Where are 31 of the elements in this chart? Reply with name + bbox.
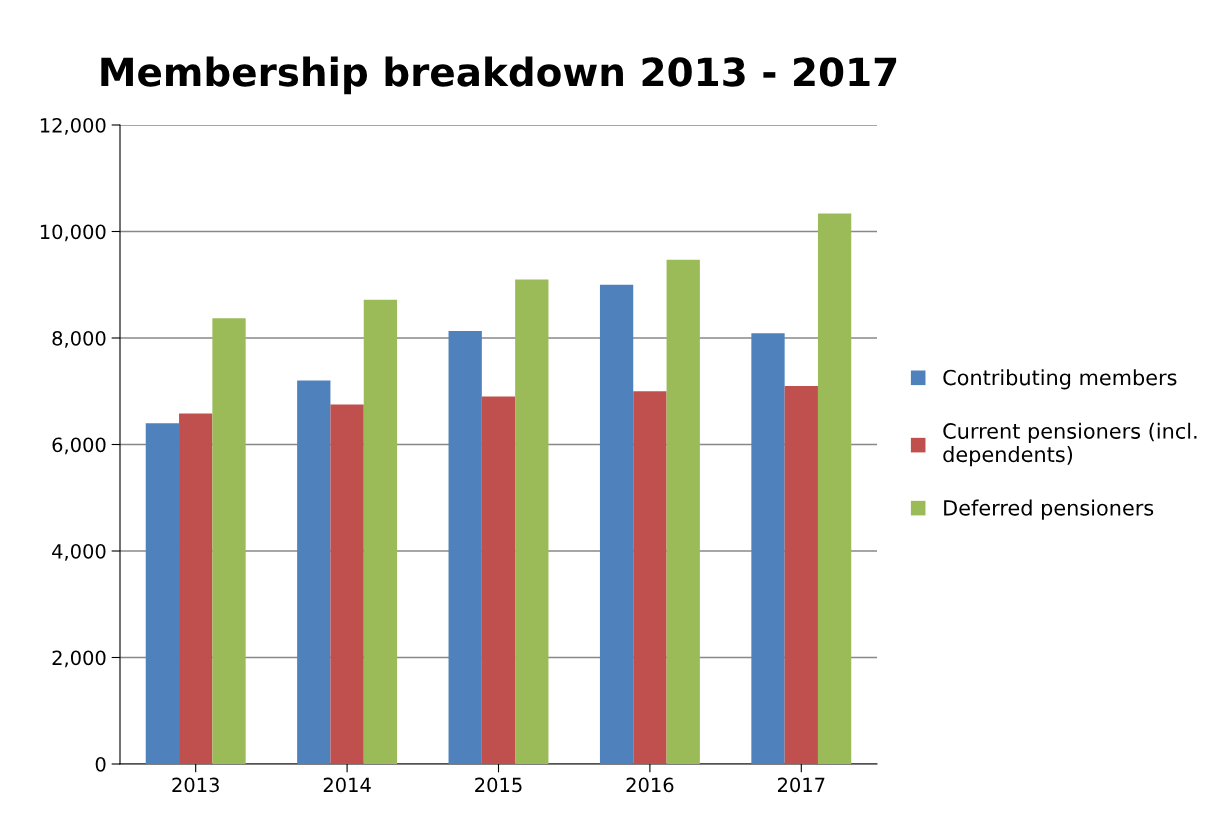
y-tick-label: 8,000 (52, 330, 106, 348)
bar (448, 331, 482, 764)
chart-title: Membership breakdown 2013 - 2017 (101, 56, 897, 95)
bar (817, 213, 852, 764)
y-tick-label: 2,000 (52, 650, 106, 668)
x-tick-label: 2014 (323, 777, 371, 793)
bar (481, 396, 516, 764)
bar (633, 391, 667, 764)
y-tick-label: 12,000 (40, 117, 106, 135)
bar (751, 333, 785, 764)
bar (145, 423, 180, 764)
bar (330, 404, 364, 764)
bar (363, 299, 398, 764)
bar (599, 284, 634, 764)
y-tick-label: 6,000 (52, 437, 106, 455)
x-tick-label: 2013 (172, 777, 219, 793)
bar (666, 259, 700, 764)
bar (212, 318, 246, 764)
legend-label: Deferred pensioners (944, 499, 1154, 520)
y-tick-label: 4,000 (52, 543, 106, 561)
x-tick-label: 2015 (475, 777, 522, 793)
bar (179, 413, 213, 764)
bar (297, 380, 331, 764)
bar (784, 385, 818, 764)
x-tick-label: 2016 (626, 777, 674, 793)
y-tick-label: 0 (95, 756, 106, 772)
legend-label: Contributing members (943, 369, 1177, 390)
bar (515, 279, 549, 764)
y-tick-label: 10,000 (40, 224, 106, 242)
x-tick-label: 2017 (777, 777, 825, 793)
legend-label: Current pensioners (incl. dependents) (943, 422, 1197, 467)
